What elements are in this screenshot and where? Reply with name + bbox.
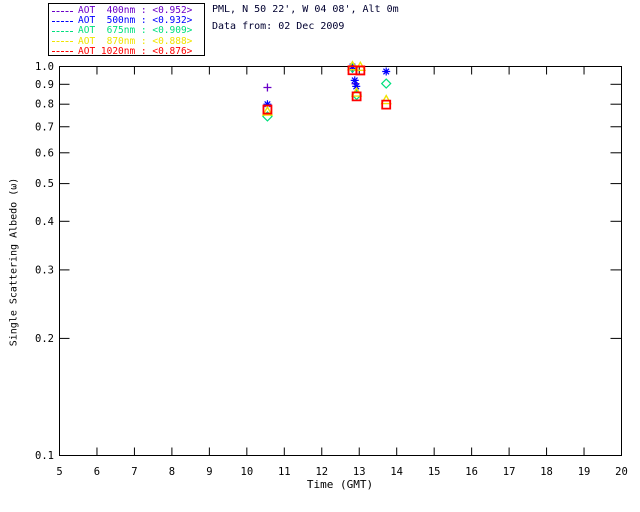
x-tick-label: 17	[503, 466, 516, 478]
data-point-marker-aot-870nm	[380, 94, 392, 105]
data-point-marker-aot-870nm	[261, 105, 274, 116]
x-tick-label: 6	[94, 466, 100, 478]
legend-item-label: AOT 870nm : <0.888>	[78, 35, 193, 47]
x-tick-label: 19	[578, 466, 591, 478]
y-tick-label: 0.6	[35, 147, 54, 159]
y-tick-label: 0.2	[35, 333, 54, 345]
y-tick-label: 0.4	[35, 216, 54, 228]
y-tick-label: 0.9	[35, 79, 54, 91]
x-axis-title: Time (GMT)	[306, 478, 374, 491]
legend-dashed-line-sample	[52, 41, 73, 43]
x-tick-label: 11	[278, 466, 291, 478]
x-tick-label: 18	[540, 466, 553, 478]
y-tick-label: 0.5	[35, 178, 54, 190]
data-date-text: Data from: 02 Dec 2009	[212, 21, 345, 32]
x-tick-label: 15	[428, 466, 441, 478]
data-point-marker-aot-400nm	[263, 83, 272, 92]
x-tick-label: 12	[315, 466, 328, 478]
data-point-marker-aot-675nm	[380, 78, 392, 89]
plot-frame	[59, 66, 622, 456]
y-tick-label: 0.3	[35, 264, 54, 276]
legend-item-label: AOT 500nm : <0.932>	[78, 15, 193, 27]
legend-item-500nm: AOT 500nm : <0.932>	[49, 16, 204, 26]
legend-item-label: AOT 675nm : <0.909>	[78, 25, 193, 37]
legend-item-400nm: AOT 400nm : <0.952>	[49, 6, 204, 16]
legend-dashed-line-sample	[52, 10, 73, 12]
data-point-marker-aot-1020nm	[351, 91, 362, 102]
y-tick-label: 0.1	[35, 450, 54, 462]
legend-item-label: AOT 1020nm : <0.876>	[78, 45, 193, 57]
x-tick-label: 7	[131, 466, 137, 478]
x-tick-label: 20	[615, 466, 628, 478]
data-point-marker-aot-500nm	[263, 100, 272, 109]
data-point-marker-aot-500nm	[382, 67, 391, 76]
legend-item-1020nm: AOT 1020nm : <0.876>	[49, 45, 204, 57]
y-tick-label: 0.7	[35, 121, 54, 133]
x-tick-label: 8	[169, 466, 175, 478]
data-point-marker-aot-1020nm	[355, 65, 366, 76]
y-tick-label: 1.0	[35, 61, 54, 73]
legend-dashed-line-sample	[52, 30, 73, 32]
legend-item-675nm: AOT 675nm : <0.909>	[49, 26, 204, 36]
legend-dashed-line-sample	[52, 20, 73, 22]
y-tick-label: 0.8	[35, 99, 54, 111]
x-tick-label: 9	[206, 466, 212, 478]
legend-item-870nm: AOT 870nm : <0.888>	[49, 35, 204, 47]
data-point-marker-aot-500nm	[352, 82, 361, 91]
data-point-marker-aot-500nm	[350, 76, 359, 85]
x-tick-label: 16	[465, 466, 478, 478]
legend-item-label: AOT 400nm : <0.952>	[78, 5, 193, 17]
x-tick-label: 14	[390, 466, 403, 478]
legend-dashed-line-sample	[52, 51, 73, 53]
x-tick-label: 5	[56, 466, 62, 478]
legend-rows: AOT 400nm : <0.952> AOT 500nm : <0.932> AO…	[49, 6, 204, 57]
x-tick-label: 10	[241, 466, 254, 478]
station-location-text: PML, N 50 22', W 04 08', Alt 0m	[212, 4, 399, 15]
data-point-marker-aot-1020nm	[262, 104, 273, 115]
data-point-marker-aot-1020nm	[381, 99, 392, 110]
legend-box: AOT 400nm : <0.952> AOT 500nm : <0.932> AO…	[48, 3, 205, 56]
x-tick-label: 13	[353, 466, 366, 478]
